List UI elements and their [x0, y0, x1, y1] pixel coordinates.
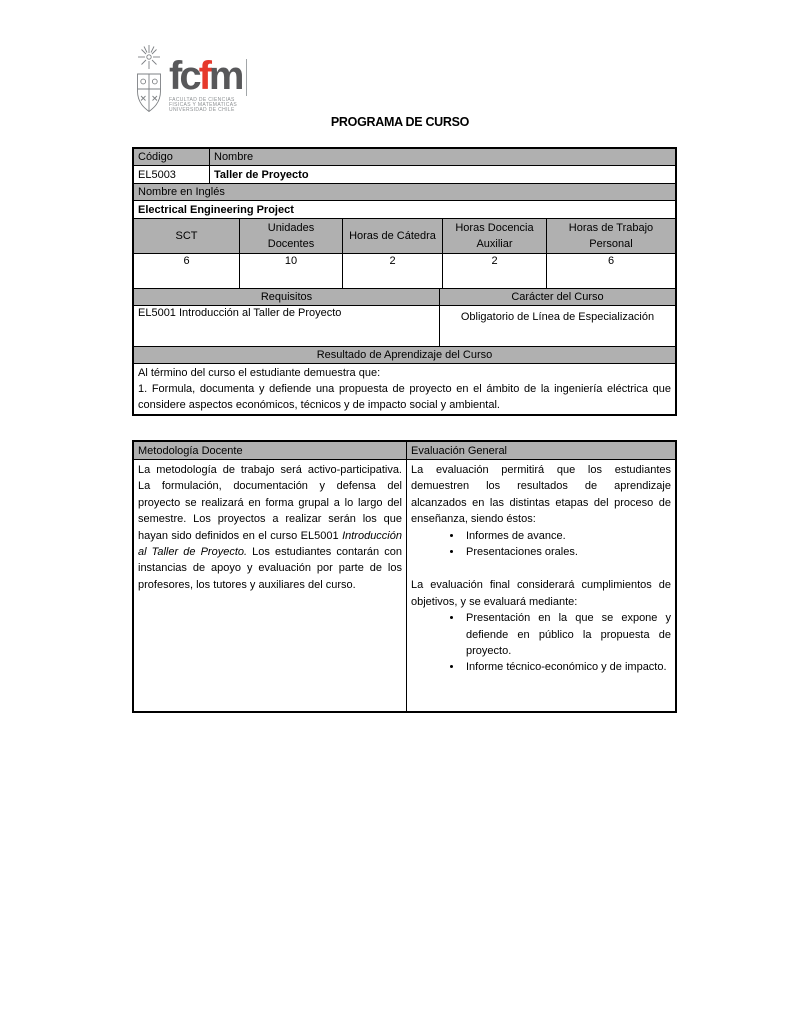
- resultado-header-cell: Resultado de Aprendizaje del Curso: [134, 347, 675, 363]
- evaluacion-content-cell: La evaluación permitirá que los estudian…: [407, 460, 675, 711]
- nombre-ingles-value-row: Electrical Engineering Project: [134, 201, 675, 219]
- metodologia-paragraph: La metodología de trabajo será activo-pa…: [138, 462, 402, 593]
- evaluacion-bullet: Presentación en la que se expone y defie…: [463, 610, 671, 659]
- fcfm-gray-left: fc: [169, 54, 202, 98]
- fcfm-gray-right: m: [208, 54, 245, 98]
- horas-trabajo-header-cell: Horas de Trabajo Personal: [547, 219, 675, 253]
- codigo-value-cell: EL5003: [134, 166, 210, 183]
- credit-value-row: 6 10 2 2 6: [134, 254, 675, 289]
- metodologia-header-cell: Metodología Docente: [134, 442, 407, 459]
- sct-value-cell: 6: [134, 254, 240, 288]
- method-header-row: Metodología Docente Evaluación General: [134, 442, 675, 460]
- requisitos-header-cell: Requisitos: [134, 289, 440, 305]
- evaluacion-intro: La evaluación permitirá que los estudian…: [411, 464, 671, 526]
- caracter-header-cell: Carácter del Curso: [440, 289, 675, 305]
- nombre-ingles-header-cell: Nombre en Inglés: [134, 184, 675, 200]
- horas-catedra-value-cell: 2: [343, 254, 443, 288]
- nombre-ingles-header-row: Nombre en Inglés: [134, 184, 675, 201]
- crest-starburst: [138, 45, 160, 69]
- resultado-intro: Al término del curso el estudiante demue…: [138, 367, 381, 379]
- evaluacion-header-cell: Evaluación General: [407, 442, 675, 459]
- codigo-header-cell: Código: [134, 149, 210, 165]
- sct-header-cell: SCT: [134, 219, 240, 253]
- resultado-content-row: Al término del curso el estudiante demue…: [134, 364, 675, 414]
- fcfm-red-f: f: [198, 54, 212, 98]
- resultado-content-cell: Al término del curso el estudiante demue…: [134, 364, 675, 414]
- logo-caption-line: UNIVERSIDAD DE CHILE: [169, 106, 235, 113]
- requisitos-value-cell: EL5001 Introducción al Taller de Proyect…: [134, 306, 440, 346]
- fcfm-wordmark: fcfm: [169, 56, 244, 96]
- horas-trabajo-value-cell: 6: [607, 255, 615, 267]
- caracter-value-cell: Obligatorio de Línea de Especialización: [460, 311, 655, 323]
- evaluacion-bullet-list-2: Presentación en la que se expone y defie…: [411, 610, 671, 676]
- logo-divider: [246, 59, 247, 96]
- metodologia-text-before: La metodología de trabajo será activo-pa…: [138, 464, 402, 542]
- evaluacion-bullet: Informes de avance.: [463, 528, 671, 544]
- method-content-row: La metodología de trabajo será activo-pa…: [134, 460, 675, 711]
- logo-caption-line: FACULTAD DE CIENCIAS: [169, 97, 235, 103]
- unidades-docentes-header-cell: Unidades Docentes: [240, 219, 343, 253]
- evaluacion-bullet-list-1: Informes de avance. Presentaciones orale…: [411, 528, 671, 561]
- horas-docencia-header-cell: Horas Docencia Auxiliar: [443, 219, 547, 253]
- fcfm-logo: fcfm FACULTAD DE CIENCIAS FISICAS Y MATE…: [134, 44, 247, 124]
- metodologia-course-name-italic: Introducción al Taller de Proyecto.: [138, 529, 402, 559]
- nombre-value-cell: Taller de Proyecto: [214, 168, 309, 181]
- requisitos-value-row: EL5001 Introducción al Taller de Proyect…: [134, 306, 675, 347]
- crest-shield: [137, 73, 161, 113]
- university-crest-icon: [137, 45, 161, 113]
- horas-catedra-header-cell: Horas de Cátedra: [343, 219, 443, 253]
- resultado-item: 1. Formula, documenta y defiende una pro…: [138, 383, 671, 412]
- credit-header-row: SCT Unidades Docentes Horas de Cátedra H…: [134, 219, 675, 254]
- codigo-nombre-value-row: EL5003 Taller de Proyecto: [134, 166, 675, 184]
- codigo-nombre-header-row: Código Nombre: [134, 149, 675, 166]
- logo-text-block: fcfm FACULTAD DE CIENCIAS FISICAS Y MATE…: [169, 44, 247, 124]
- nombre-header-cell: Nombre: [210, 149, 675, 165]
- evaluacion-bullet: Informe técnico-económico y de impacto.: [463, 659, 671, 675]
- nombre-ingles-value-cell: Electrical Engineering Project: [138, 203, 294, 216]
- metodologia-text-after: Los estudiantes contarán con instancias …: [138, 546, 402, 591]
- metodologia-content-cell: La metodología de trabajo será activo-pa…: [134, 460, 407, 711]
- page-title: PROGRAMA DE CURSO: [330, 115, 470, 129]
- requisitos-header-row: Requisitos Carácter del Curso: [134, 289, 675, 306]
- logo-caption-line: FISICAS Y MATEMATICAS: [169, 101, 238, 108]
- resultado-header-row: Resultado de Aprendizaje del Curso: [134, 347, 675, 364]
- course-info-table: Código Nombre EL5003 Taller de Proyecto …: [132, 147, 677, 416]
- logo-caption: FACULTAD DE CIENCIAS FISICAS Y MATEMATIC…: [169, 98, 241, 113]
- evaluacion-bullet: Presentaciones orales.: [463, 544, 671, 560]
- evaluacion-final-paragraph: La evaluación final considerará cumplimi…: [411, 579, 671, 608]
- methodology-evaluation-table: Metodología Docente Evaluación General L…: [132, 440, 677, 713]
- horas-docencia-value-cell: 2: [443, 254, 547, 288]
- unidades-docentes-value-cell: 10: [240, 254, 343, 288]
